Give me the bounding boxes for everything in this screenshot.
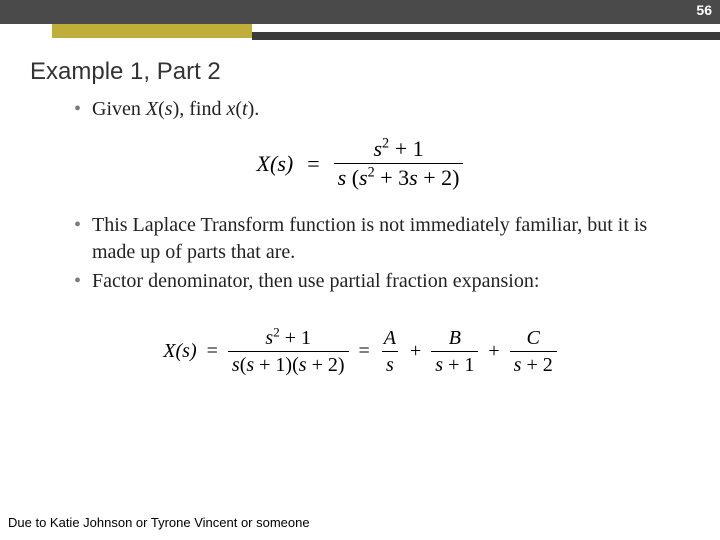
eq1-lhs: X(s) xyxy=(257,151,294,177)
eq1-frac: s2 + 1 s (s2 + 3s + 2) xyxy=(334,137,464,190)
eq1-num: s2 + 1 xyxy=(369,137,427,163)
equation-2: X(s) = s2 + 1 s(s + 1)(s + 2) = A s + B … xyxy=(30,327,690,376)
bullet-factor: Factor denominator, then use partial fra… xyxy=(74,268,690,295)
eq2-f4-den: s + 2 xyxy=(510,351,557,376)
plus1: + xyxy=(410,340,421,363)
equation-1: X(s) = s2 + 1 s (s2 + 3s + 2) xyxy=(30,137,690,190)
bullets-mid: This Laplace Transform function is not i… xyxy=(30,212,690,295)
eq2-f2: A s xyxy=(380,327,400,376)
slide-content: Example 1, Part 2 Given X(s), find x(t).… xyxy=(0,44,720,376)
arg-s: s xyxy=(165,98,173,120)
eq2-eq2: = xyxy=(359,340,370,363)
footer-credit: Due to Katie Johnson or Tyrone Vincent o… xyxy=(8,515,310,530)
eq2-f1-den: s(s + 1)(s + 2) xyxy=(228,351,349,376)
txt: , find xyxy=(179,98,226,120)
eq2-f2-den: s xyxy=(382,351,398,376)
page-number: 56 xyxy=(696,2,712,18)
slide-title: Example 1, Part 2 xyxy=(30,58,690,86)
eq2-f2-num: A xyxy=(380,327,400,351)
sym-X: X xyxy=(146,98,158,120)
accent-dark xyxy=(252,32,720,40)
top-bar: 56 xyxy=(0,0,720,24)
eq2-f3-num: B xyxy=(445,327,465,351)
arg-t: t xyxy=(242,98,248,120)
eq2-f4-num: C xyxy=(523,327,544,351)
eq2-f3-den: s + 1 xyxy=(431,351,478,376)
bullet-laplace: This Laplace Transform function is not i… xyxy=(74,212,690,266)
plus2: + xyxy=(488,340,499,363)
eq2-f1: s2 + 1 s(s + 1)(s + 2) xyxy=(228,327,349,376)
txt: . xyxy=(254,98,259,120)
eq2-f4: C s + 2 xyxy=(510,327,557,376)
eq2-f3: B s + 1 xyxy=(431,327,478,376)
eq2-eq1: = xyxy=(207,340,218,363)
bullets-top: Given X(s), find x(t). xyxy=(30,96,690,123)
eq1-den: s (s2 + 3s + 2) xyxy=(334,163,464,190)
sym-x: x xyxy=(226,98,235,120)
eq2-f1-num: s2 + 1 xyxy=(261,327,315,351)
accent-row xyxy=(0,24,720,44)
eq2-lhs: X(s) xyxy=(163,340,196,363)
accent-gold xyxy=(52,24,252,38)
txt: Given xyxy=(92,98,146,120)
bullet-given: Given X(s), find x(t). xyxy=(74,96,690,123)
eq1-equals: = xyxy=(307,151,319,177)
